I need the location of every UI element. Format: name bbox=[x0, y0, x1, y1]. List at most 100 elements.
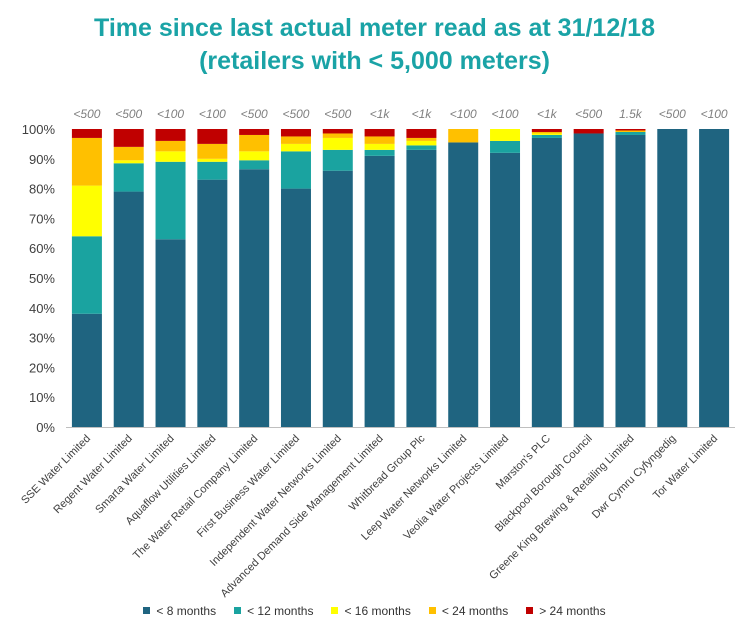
legend-swatch bbox=[234, 607, 242, 614]
bar-segment bbox=[197, 143, 228, 159]
x-tick-label: Greene King Brewing & Retailing Limited bbox=[487, 433, 636, 582]
legend-label: < 8 months bbox=[156, 604, 217, 618]
bar-segment bbox=[573, 133, 604, 427]
bar-segment bbox=[490, 140, 521, 153]
bar-segment bbox=[239, 151, 270, 161]
bar-segment bbox=[364, 149, 395, 156]
bar-top-label: <100 bbox=[701, 107, 728, 121]
bar-segment bbox=[364, 129, 395, 137]
bar-segment bbox=[280, 143, 311, 152]
x-tick-label: Smarta Water Limited bbox=[93, 433, 176, 516]
bar-segment bbox=[280, 129, 311, 137]
bar-segment bbox=[531, 131, 562, 134]
bar-segment bbox=[280, 151, 311, 189]
bar-segment bbox=[490, 152, 521, 427]
bar-segment bbox=[113, 146, 144, 161]
bar-segment bbox=[197, 161, 228, 180]
bar-top-label: <100 bbox=[199, 107, 226, 121]
bar-segment bbox=[615, 134, 646, 427]
chart-title: Time since last actual meter read as at … bbox=[0, 12, 749, 78]
y-tick-label: 80% bbox=[29, 182, 55, 197]
bar-segment bbox=[406, 149, 437, 428]
y-tick-label: 40% bbox=[29, 301, 55, 316]
bar-segment bbox=[406, 145, 437, 150]
bar-top-label: <1k bbox=[412, 107, 433, 121]
bar-segment bbox=[155, 161, 186, 240]
bar-segment bbox=[322, 137, 353, 150]
x-tick-label: Whitbread Group Plc bbox=[347, 432, 428, 513]
bar-segment bbox=[406, 137, 437, 141]
bar-segment bbox=[615, 131, 646, 135]
legend-label: < 16 months bbox=[344, 604, 411, 618]
bar-top-label: <100 bbox=[157, 107, 184, 121]
legend-item: < 24 months bbox=[428, 604, 509, 618]
legend-label: < 24 months bbox=[441, 604, 509, 618]
y-tick-label: 50% bbox=[29, 271, 55, 286]
y-tick-label: 60% bbox=[29, 241, 55, 256]
bars bbox=[71, 129, 730, 428]
bar-segment bbox=[322, 170, 353, 427]
legend-swatch bbox=[428, 607, 436, 614]
bar-top-label: <500 bbox=[324, 107, 351, 121]
y-tick-label: 10% bbox=[29, 390, 55, 405]
bar-segment bbox=[71, 236, 102, 314]
bar-segment bbox=[364, 143, 395, 150]
bar-segment bbox=[531, 129, 562, 132]
bar-segment bbox=[322, 149, 353, 171]
legend-item: < 12 months bbox=[234, 604, 313, 618]
bar-segment bbox=[155, 129, 186, 141]
y-tick-label: 90% bbox=[29, 152, 55, 167]
bar-segment bbox=[239, 160, 270, 170]
bar-segment bbox=[490, 129, 521, 141]
bar-top-label: <500 bbox=[659, 107, 686, 121]
bar-segment bbox=[113, 191, 144, 427]
bar-segment bbox=[197, 179, 228, 427]
legend-item: > 24 months bbox=[526, 604, 606, 618]
legend-label: < 12 months bbox=[247, 604, 314, 618]
bar-top-label: <500 bbox=[575, 107, 602, 121]
y-tick-label: 30% bbox=[29, 331, 55, 346]
legend-label: > 24 months bbox=[539, 604, 606, 618]
bar-segment bbox=[448, 129, 479, 143]
bar-segment bbox=[71, 185, 102, 237]
bar-segment bbox=[113, 160, 144, 164]
bar-segment bbox=[406, 140, 437, 146]
bar-segment bbox=[197, 129, 228, 144]
x-tick-label: Regent Water Limited bbox=[51, 433, 134, 516]
bar-segment bbox=[364, 136, 395, 144]
bar-top-label: <100 bbox=[450, 107, 477, 121]
bar-segment bbox=[71, 129, 102, 138]
y-tick-label: 70% bbox=[29, 211, 55, 226]
x-tick-label: Dwr Cymru Cyfyngedig bbox=[590, 433, 678, 521]
y-axis: 0% 10% 20% 30% 40% 50% 60% 70% 80% 90% 100% bbox=[22, 122, 56, 435]
bar-segment bbox=[615, 130, 646, 132]
bar-segment bbox=[280, 188, 311, 427]
bar-top-label: <1k bbox=[370, 107, 391, 121]
bar-segment bbox=[699, 129, 730, 427]
bar-top-label: <100 bbox=[492, 107, 519, 121]
y-tick-label: 0% bbox=[36, 420, 55, 435]
bar-segment bbox=[71, 137, 102, 186]
bar-top-label: <500 bbox=[115, 107, 142, 121]
y-tick-label: 100% bbox=[22, 122, 56, 137]
legend-swatch bbox=[331, 607, 339, 614]
bar-segment bbox=[322, 133, 353, 138]
bar-segment bbox=[531, 134, 562, 138]
bar-segment bbox=[531, 137, 562, 427]
bar-segment bbox=[197, 158, 228, 162]
bar-top-labels: <500 <500 <100 <100 <500 <500 <500 <1k <1k <100 <1… bbox=[73, 107, 728, 121]
y-tick-label: 20% bbox=[29, 360, 55, 375]
bar-segment bbox=[239, 169, 270, 428]
chart-title-line-1: Time since last actual meter read as at … bbox=[94, 14, 655, 42]
bar-segment bbox=[364, 155, 395, 427]
bar-segment bbox=[448, 142, 479, 427]
legend-swatch bbox=[526, 607, 534, 614]
bar-segment bbox=[155, 239, 186, 427]
bar-top-label: <500 bbox=[282, 107, 309, 121]
legend-item: < 8 months bbox=[143, 604, 216, 618]
bar-segment bbox=[239, 134, 270, 152]
x-tick-label: SSE Water Limited bbox=[19, 433, 93, 507]
bar-segment bbox=[113, 129, 144, 147]
